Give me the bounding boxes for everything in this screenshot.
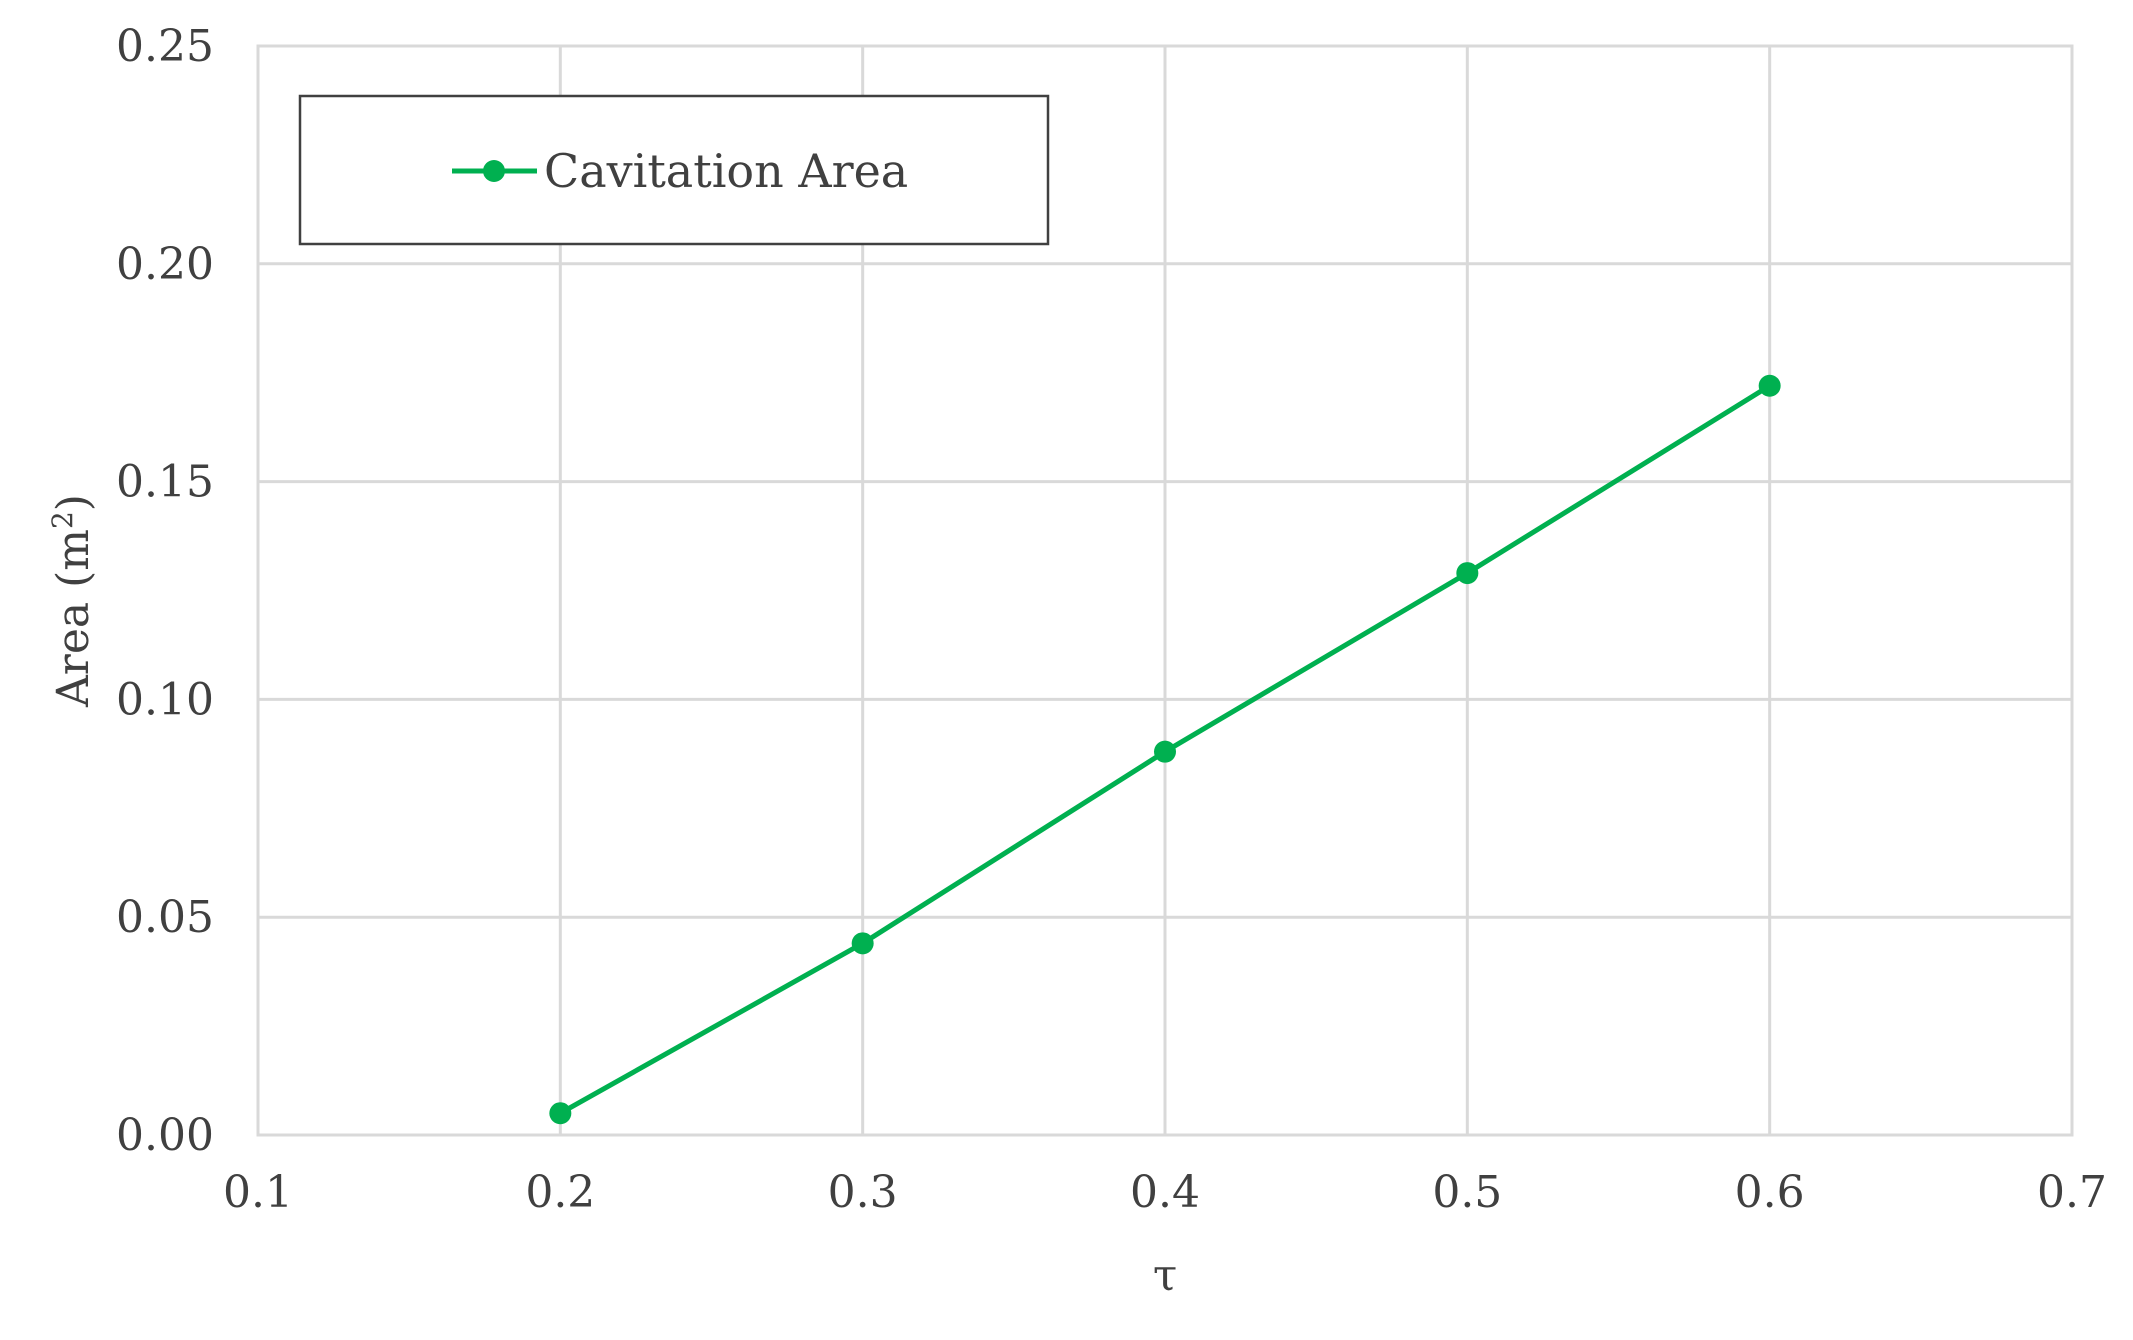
x-tick-label: 0.5 bbox=[1432, 1167, 1502, 1218]
y-tick-label: 0.10 bbox=[116, 674, 214, 725]
data-point bbox=[851, 932, 874, 955]
x-tick-label: 0.2 bbox=[525, 1167, 595, 1218]
legend-series-label: Cavitation Area bbox=[544, 144, 908, 198]
y-tick-label: 0.15 bbox=[116, 457, 214, 508]
x-tick-label: 0.4 bbox=[1130, 1167, 1200, 1218]
x-axis-title: τ bbox=[1153, 1250, 1177, 1301]
y-tick-label: 0.05 bbox=[116, 892, 214, 943]
data-point bbox=[549, 1102, 572, 1125]
y-axis-title: Area (m2) bbox=[46, 494, 100, 708]
y-tick-label: 0.25 bbox=[116, 21, 214, 72]
data-point bbox=[1758, 374, 1781, 397]
y-axis-tick-labels: 0.00 0.05 0.10 0.15 0.20 0.25 bbox=[116, 21, 214, 1161]
x-tick-label: 0.6 bbox=[1735, 1167, 1805, 1218]
series-layer bbox=[549, 374, 1781, 1125]
y-tick-label: 0.00 bbox=[116, 1110, 214, 1161]
legend-series-marker bbox=[483, 160, 505, 182]
y-axis-title-superscript: 2 bbox=[46, 511, 79, 529]
x-tick-label: 0.3 bbox=[828, 1167, 898, 1218]
plot-area-border bbox=[256, 44, 2074, 1137]
x-tick-label: 0.7 bbox=[2037, 1167, 2107, 1218]
y-axis-title-close: ) bbox=[48, 494, 99, 511]
x-axis-tick-labels: 0.1 0.2 0.3 0.4 0.5 0.6 0.7 bbox=[223, 1167, 2107, 1218]
x-tick-label: 0.1 bbox=[223, 1167, 293, 1218]
legend-box bbox=[298, 94, 1050, 246]
y-tick-label: 0.20 bbox=[116, 239, 214, 290]
data-point bbox=[1154, 740, 1176, 763]
data-point bbox=[1456, 562, 1479, 585]
y-axis-title-main: Area (m bbox=[48, 529, 99, 708]
legend: Cavitation Area bbox=[298, 94, 1050, 246]
